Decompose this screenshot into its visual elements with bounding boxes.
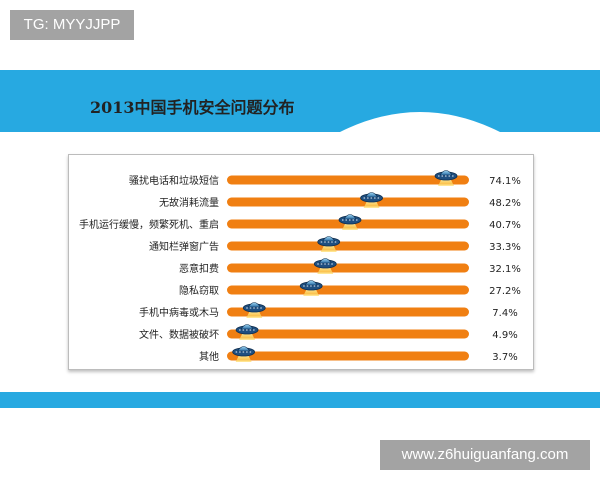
ufo-slider-icon [360,192,383,208]
watermark-bottom-right: www.z6huiguanfang.com [380,440,590,470]
value-label: 4.9% [492,330,517,341]
ufo-slider-icon [313,258,337,274]
value-label: 74.1% [489,176,521,187]
bar [227,263,469,273]
category-label: 手机中病毒或木马 [139,306,219,319]
ufo-slider-icon [434,170,458,186]
value-label: 40.7% [489,220,521,231]
category-label: 恶意扣费 [179,262,219,275]
value-label: 32.1% [489,264,521,275]
bar [227,241,469,251]
category-label: 无故消耗流量 [159,196,219,209]
ufo-slider-icon [317,236,341,252]
bar [227,351,469,361]
category-label: 通知栏弹窗广告 [149,240,219,253]
bar [227,307,469,317]
value-label: 7.4% [492,308,517,319]
ufo-slider-icon [232,346,256,362]
ufo-slider-icon [299,280,323,296]
footer-band [0,392,600,408]
bar [227,175,469,185]
chart-panel: 骚扰电话和垃圾短信 74.1% 无故消耗流量 48.2% 手机运行缓慢，频繁死机、重启 4… [68,154,534,370]
value-label: 48.2% [489,198,521,209]
category-label: 手机运行缓慢，频繁死机、重启 [79,218,219,231]
chart-title: 2013中国手机安全问题分布 [90,98,295,117]
header-band [0,70,600,132]
ufo-slider-icon [242,302,266,318]
watermark-top-left: TG: MYYJJPP [10,10,134,40]
ufo-slider-icon [338,214,362,230]
bar [227,197,469,207]
value-label: 3.7% [492,352,517,363]
bar-chart: 骚扰电话和垃圾短信 74.1% 无故消耗流量 48.2% 手机运行缓慢，频繁死机、重启 4… [79,170,521,363]
category-label: 隐私窃取 [179,284,219,297]
value-label: 33.3% [489,242,521,253]
bar [227,285,469,295]
bar [227,329,469,339]
category-label: 骚扰电话和垃圾短信 [129,174,219,187]
ufo-slider-icon [235,324,259,340]
category-label: 其他 [199,350,219,363]
category-label: 文件、数据被破坏 [139,328,219,341]
value-label: 27.2% [489,286,521,297]
